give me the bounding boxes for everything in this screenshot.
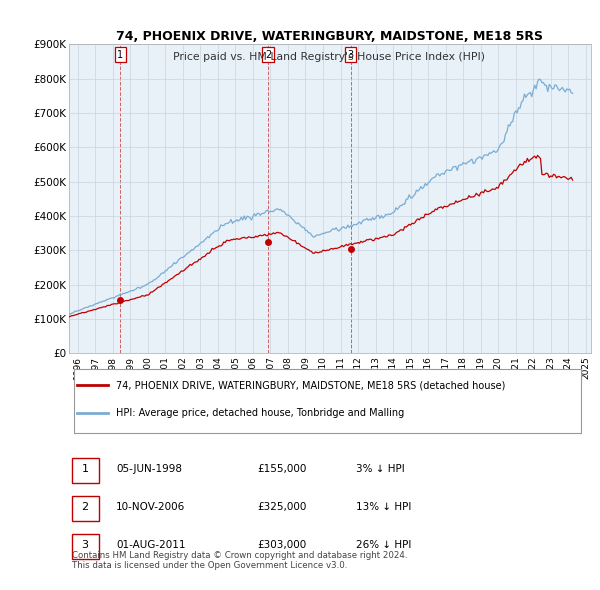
Text: 2: 2 xyxy=(82,502,89,512)
Text: £155,000: £155,000 xyxy=(257,464,306,474)
FancyBboxPatch shape xyxy=(71,534,99,559)
Text: Price paid vs. HM Land Registry's House Price Index (HPI): Price paid vs. HM Land Registry's House … xyxy=(173,52,485,62)
FancyBboxPatch shape xyxy=(71,458,99,483)
Text: 10-NOV-2006: 10-NOV-2006 xyxy=(116,502,185,512)
Text: 3: 3 xyxy=(347,50,354,60)
Text: 3: 3 xyxy=(82,540,89,550)
Text: 26% ↓ HPI: 26% ↓ HPI xyxy=(356,540,412,550)
Text: 05-JUN-1998: 05-JUN-1998 xyxy=(116,464,182,474)
Text: £325,000: £325,000 xyxy=(257,502,306,512)
Text: HPI: Average price, detached house, Tonbridge and Malling: HPI: Average price, detached house, Tonb… xyxy=(116,408,404,418)
Text: 1: 1 xyxy=(117,50,124,60)
Text: 2: 2 xyxy=(265,50,271,60)
Title: 74, PHOENIX DRIVE, WATERINGBURY, MAIDSTONE, ME18 5RS: 74, PHOENIX DRIVE, WATERINGBURY, MAIDSTO… xyxy=(116,30,544,43)
FancyBboxPatch shape xyxy=(71,496,99,521)
Text: £303,000: £303,000 xyxy=(257,540,306,550)
Text: 13% ↓ HPI: 13% ↓ HPI xyxy=(356,502,412,512)
Text: 01-AUG-2011: 01-AUG-2011 xyxy=(116,540,185,550)
FancyBboxPatch shape xyxy=(74,369,581,433)
Text: Contains HM Land Registry data © Crown copyright and database right 2024.
This d: Contains HM Land Registry data © Crown c… xyxy=(71,551,407,570)
Text: 1: 1 xyxy=(82,464,89,474)
Text: 3% ↓ HPI: 3% ↓ HPI xyxy=(356,464,405,474)
Text: 74, PHOENIX DRIVE, WATERINGBURY, MAIDSTONE, ME18 5RS (detached house): 74, PHOENIX DRIVE, WATERINGBURY, MAIDSTO… xyxy=(116,381,505,391)
